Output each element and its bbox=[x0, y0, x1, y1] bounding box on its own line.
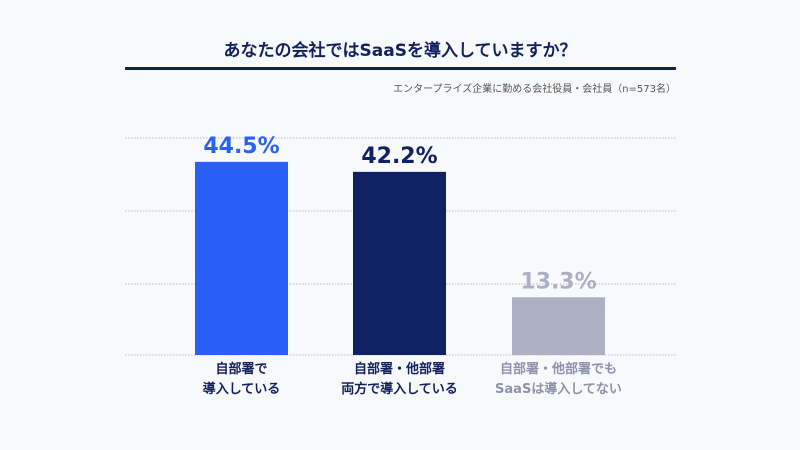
bar bbox=[195, 161, 288, 355]
bar bbox=[353, 171, 446, 355]
category-label-line: 導入している bbox=[202, 382, 281, 397]
title-underline bbox=[125, 67, 676, 70]
category-label-line: 両方で導入している bbox=[341, 382, 458, 397]
bar bbox=[512, 297, 605, 355]
category-label-line: 自部署で bbox=[215, 362, 268, 377]
category-label-line: SaaSは導入してない bbox=[495, 382, 622, 397]
category-label: 自部署・他部署 両方で導入している bbox=[320, 360, 480, 400]
data-label: 13.3% bbox=[520, 269, 596, 294]
category-label-line: 自部署・他部署 bbox=[353, 362, 445, 377]
data-label: 44.5% bbox=[203, 134, 279, 159]
category-label-line: 自部署・他部署でも bbox=[499, 362, 617, 377]
chart-title: あなたの会社ではSaaSを導入していますか？ bbox=[223, 41, 577, 61]
category-label: 自部署・他部署でも SaaSは導入してない bbox=[479, 360, 639, 400]
category-label: 自部署で導入している bbox=[162, 360, 322, 400]
data-label: 42.2% bbox=[361, 144, 437, 169]
chart-subtitle: エンタープライズ企業に勤める会社役員・会社員（n=573名） bbox=[393, 84, 676, 95]
